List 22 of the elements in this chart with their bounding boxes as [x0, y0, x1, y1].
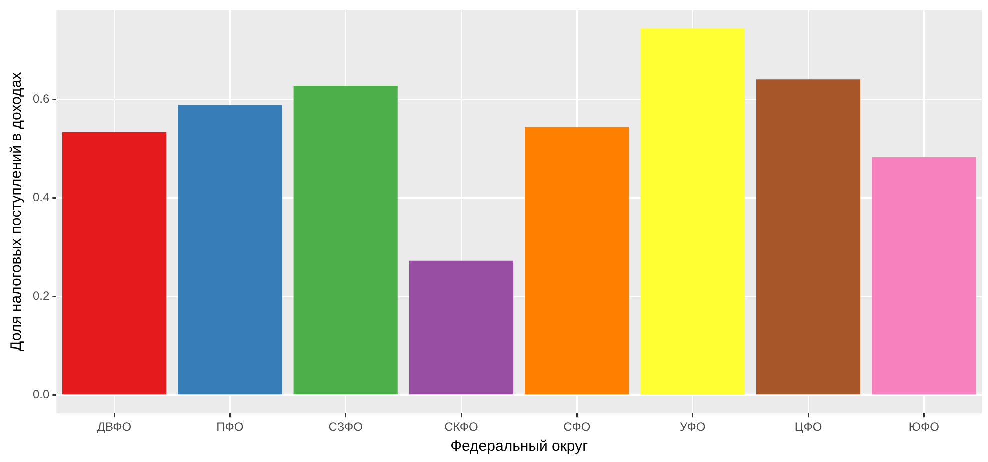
bar: [756, 80, 861, 395]
x-tick-label: УФО: [680, 420, 706, 434]
bar: [62, 132, 167, 395]
bar: [294, 86, 398, 395]
bar: [178, 105, 282, 395]
bar: [640, 28, 745, 395]
y-tick-label: 0.4: [32, 190, 50, 205]
x-tick-label: ПФО: [216, 420, 244, 434]
x-tick-label: СФО: [564, 420, 591, 434]
y-tick-label: 0.6: [32, 92, 50, 106]
x-tick-label: СЗФО: [328, 420, 363, 434]
x-tick-label: СКФО: [444, 420, 478, 434]
y-tick-label: 0.0: [32, 388, 50, 402]
y-tick-label: 0.2: [32, 289, 50, 304]
x-tick-label: ЮФО: [908, 420, 940, 434]
bar: [872, 157, 976, 395]
x-tick-label: ЦФО: [794, 420, 822, 434]
bar: [409, 260, 514, 395]
x-axis-title: Федеральный округ: [450, 438, 589, 456]
y-axis-title: Доля налоговых поступлений в доходах: [8, 72, 26, 352]
bar: [525, 127, 630, 395]
x-tick-label: ДВФО: [97, 420, 132, 434]
